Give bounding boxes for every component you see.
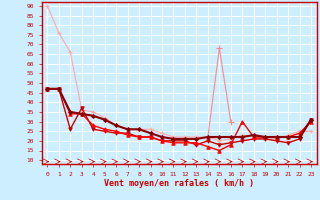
X-axis label: Vent moyen/en rafales ( km/h ): Vent moyen/en rafales ( km/h ): [104, 179, 254, 188]
